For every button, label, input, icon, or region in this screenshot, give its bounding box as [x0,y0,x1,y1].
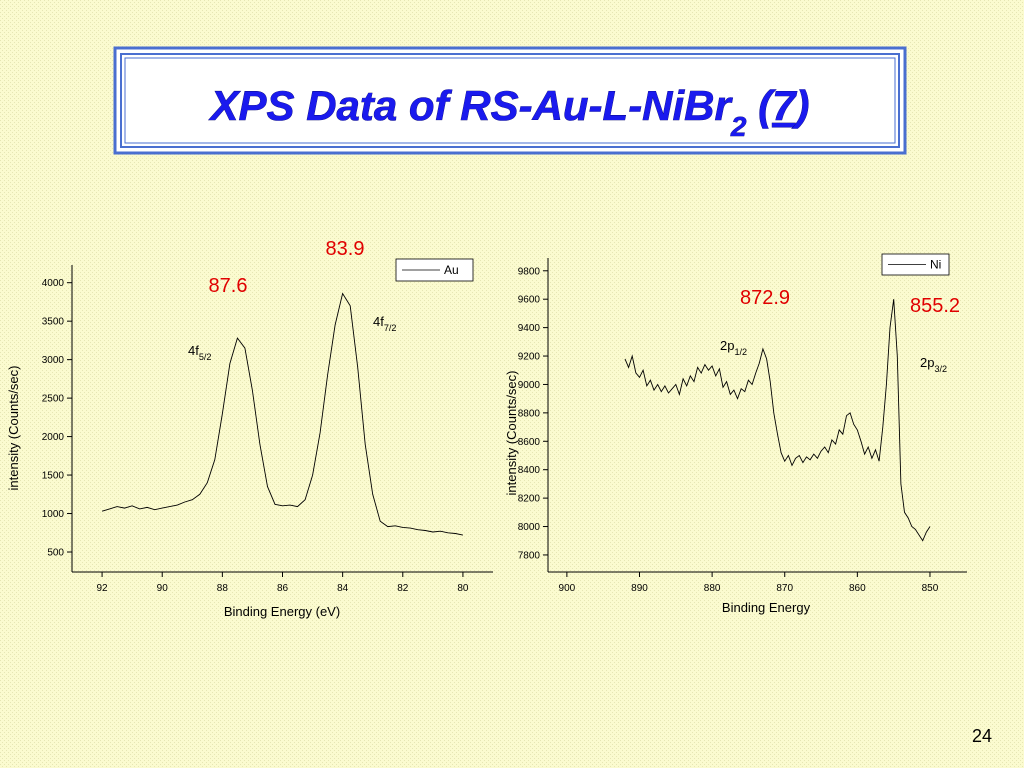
title-box [113,46,907,155]
y-tick-label: 4000 [42,278,65,289]
chart: 92 90 88 86 84 82 80 500 1000 1500 2000 2500 3000 350… [6,238,493,619]
annotation-subscript: 1/2 [734,347,747,357]
annotation-text: 872.9 [740,287,790,309]
annotation: 4f7/2 [373,314,397,333]
title-text: ) [791,82,809,129]
x-tick-label: 890 [631,583,648,594]
y-tick-label: 8400 [518,465,541,476]
title-ref: 7 [772,82,797,129]
y-tick-label: 2000 [42,432,65,443]
x-tick-label: 92 [97,583,109,594]
x-tick-label: 88 [217,583,229,594]
x-tick-label: 850 [922,583,939,594]
annotation-text: 2p [920,355,934,370]
x-tick-label: 860 [849,583,866,594]
chart: 900 890 880 870 860 850 7800 8000 8200 8400 8600 88… [504,253,967,615]
title-subscript: 2 [730,111,747,142]
y-tick-label: 9600 [518,295,541,306]
annotation: 87.6 [209,275,248,297]
annotation-text: 4f [188,343,199,358]
annotation: 2p1/2 [720,338,747,357]
title-text: XPS Data of RS-Au-L-NiBr [209,82,734,129]
annotation: 83.9 [326,238,365,260]
y-tick-label: 1500 [42,471,65,482]
y-tick-label: 9200 [518,352,541,363]
y-tick-label: 9800 [518,266,541,277]
y-tick-label: 3000 [42,355,65,366]
annotation-text: 855.2 [910,295,960,317]
legend: Au [395,258,474,282]
x-tick-label: 870 [776,583,793,594]
x-tick-label: 90 [157,583,169,594]
legend-label: Au [444,263,459,277]
x-tick-label: 86 [277,583,289,594]
x-tick-label: 900 [559,583,576,594]
y-tick-label: 2500 [42,394,65,405]
annotation-text: 4f [373,314,384,329]
y-tick-label: 3500 [42,317,65,328]
annotation-subscript: 3/2 [934,364,947,374]
legend-label: Ni [930,258,941,272]
annotation-text: 2p [720,338,734,353]
y-tick-label: 9400 [518,323,541,334]
y-tick-label: 8200 [518,494,541,505]
y-tick-label: 8600 [518,437,541,448]
annotation: 4f5/2 [188,343,212,362]
annotation: 855.2 [910,295,960,317]
y-tick-label: 1000 [42,509,65,520]
annotation-text: 83.9 [326,238,365,260]
y-tick-label: 7800 [518,550,541,561]
y-tick-label: 9000 [518,380,541,391]
annotation-text: 87.6 [209,275,248,297]
annotation: 2p3/2 [920,355,947,374]
slide-title: XPS Data of RS-Au-L-NiBr2 (7) [209,82,810,142]
annotation-subscript: 7/2 [384,323,397,333]
y-axis-title: intensity (Counts/sec) [504,371,519,496]
title-text: ( [746,82,776,129]
y-tick-label: 500 [47,547,64,558]
x-axis-title: Binding Energy [722,600,811,615]
y-tick-label: 8000 [518,522,541,533]
data-line [624,299,931,542]
x-axis-title: Binding Energy (eV) [224,604,340,619]
annotation: 872.9 [740,287,790,309]
page-number: 24 [972,726,992,746]
y-tick-label: 8800 [518,408,541,419]
annotation-subscript: 5/2 [199,352,212,362]
x-tick-label: 84 [337,583,349,594]
x-tick-label: 80 [457,583,469,594]
x-tick-label: 82 [397,583,409,594]
y-axis-title: intensity (Counts/sec) [6,366,21,491]
x-tick-label: 880 [704,583,721,594]
legend: Ni [881,253,950,276]
data-line [101,292,463,536]
